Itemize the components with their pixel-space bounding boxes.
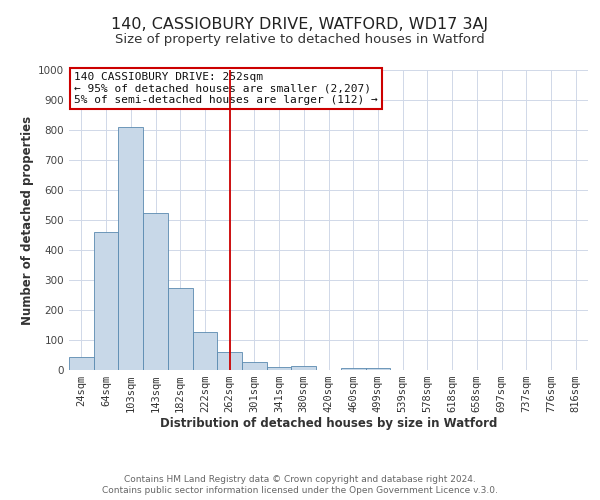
Bar (143, 212, 168, 370)
Text: Contains HM Land Registry data © Crown copyright and database right 2024.: Contains HM Land Registry data © Crown c… (124, 475, 476, 484)
Bar (69, 356, 94, 370)
Bar (341, 368, 365, 370)
Text: Contains public sector information licensed under the Open Government Licence v.: Contains public sector information licen… (102, 486, 498, 495)
Bar (267, 367, 292, 370)
Bar (242, 362, 267, 370)
Bar (118, 127, 143, 370)
Text: 140 CASSIOBURY DRIVE: 252sqm
← 95% of detached houses are smaller (2,207)
5% of : 140 CASSIOBURY DRIVE: 252sqm ← 95% of de… (74, 72, 378, 104)
Bar (94, 232, 118, 370)
X-axis label: Distribution of detached houses by size in Watford: Distribution of detached houses by size … (160, 416, 497, 430)
Bar (193, 332, 217, 370)
Text: 140, CASSIOBURY DRIVE, WATFORD, WD17 3AJ: 140, CASSIOBURY DRIVE, WATFORD, WD17 3AJ (112, 18, 488, 32)
Bar (292, 366, 316, 370)
Bar (168, 288, 193, 370)
Bar (217, 352, 242, 370)
Y-axis label: Number of detached properties: Number of detached properties (21, 116, 34, 324)
Text: Size of property relative to detached houses in Watford: Size of property relative to detached ho… (115, 32, 485, 46)
Bar (365, 368, 390, 370)
